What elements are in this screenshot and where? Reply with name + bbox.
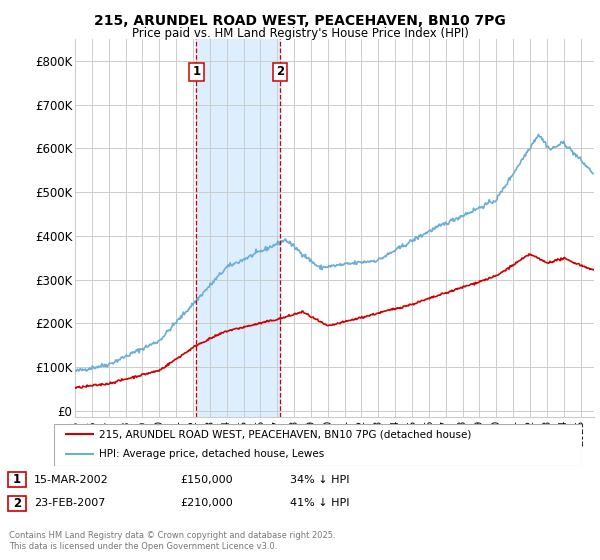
Text: 2: 2 [275, 66, 284, 78]
Bar [8, 496, 26, 511]
FancyBboxPatch shape [54, 424, 582, 466]
Text: 34% ↓ HPI: 34% ↓ HPI [290, 475, 349, 485]
Bar [8, 472, 26, 487]
Text: HPI: Average price, detached house, Lewes: HPI: Average price, detached house, Lewe… [99, 449, 324, 459]
Text: 215, ARUNDEL ROAD WEST, PEACEHAVEN, BN10 7PG (detached house): 215, ARUNDEL ROAD WEST, PEACEHAVEN, BN10… [99, 430, 471, 440]
Text: 15-MAR-2002: 15-MAR-2002 [34, 475, 109, 485]
Text: Contains HM Land Registry data © Crown copyright and database right 2025.
This d: Contains HM Land Registry data © Crown c… [9, 531, 335, 551]
Text: 23-FEB-2007: 23-FEB-2007 [34, 498, 106, 508]
Text: £210,000: £210,000 [180, 498, 233, 508]
Text: 215, ARUNDEL ROAD WEST, PEACEHAVEN, BN10 7PG: 215, ARUNDEL ROAD WEST, PEACEHAVEN, BN10… [94, 14, 506, 28]
Bar [196, 39, 280, 417]
Text: 1: 1 [13, 473, 21, 486]
Text: £150,000: £150,000 [180, 475, 233, 485]
Text: 1: 1 [193, 66, 200, 78]
Text: 2: 2 [13, 497, 21, 510]
Text: Price paid vs. HM Land Registry's House Price Index (HPI): Price paid vs. HM Land Registry's House … [131, 27, 469, 40]
Text: 41% ↓ HPI: 41% ↓ HPI [290, 498, 349, 508]
